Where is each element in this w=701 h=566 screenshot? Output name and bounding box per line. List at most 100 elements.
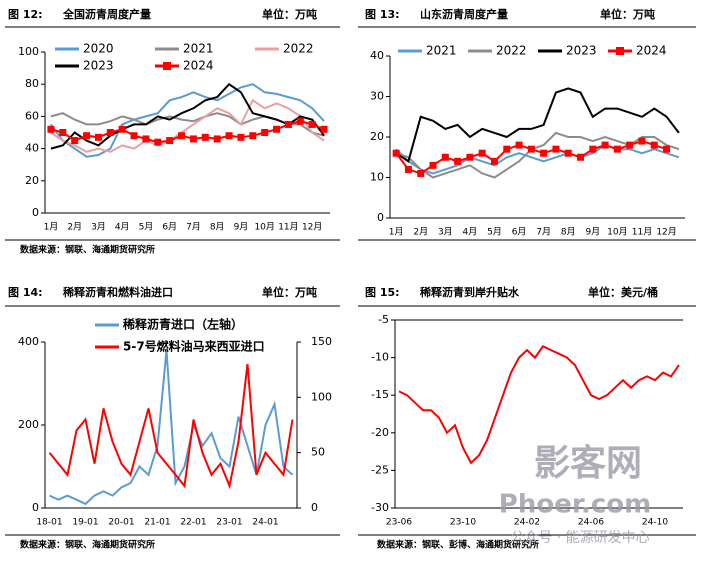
point-marker	[106, 129, 114, 136]
x-tick-label: 9月	[585, 227, 600, 238]
point-marker	[308, 120, 316, 128]
legend-label: 2024	[636, 44, 667, 58]
x-tick-label: 21-01	[144, 518, 170, 528]
legend-label: 2023	[566, 44, 597, 58]
point-marker	[392, 149, 400, 157]
chart-title: 山东沥青周度产量	[420, 7, 508, 21]
y-tick-label: 100	[18, 45, 39, 58]
unit-label: 单位：万吨	[600, 7, 655, 21]
point-marker	[515, 141, 523, 149]
point-marker	[638, 137, 646, 145]
unit-label: 单位：美元/桶	[588, 285, 658, 299]
y-tick-label: -25	[371, 463, 389, 476]
y-tick-label: -20	[371, 426, 389, 439]
x-tick-label: 8月	[210, 222, 225, 233]
x-tick-label: 11月	[278, 222, 298, 233]
y-tick-label: 60	[25, 109, 39, 122]
legend-label: 2020	[83, 42, 114, 56]
legend-label: 2021	[426, 44, 457, 58]
point-marker	[589, 145, 597, 153]
y-tick-label: 400	[18, 335, 39, 348]
x-tick-label: 23-06	[386, 518, 412, 528]
y-tick-label: -30	[371, 501, 389, 514]
y-tick-label: 40	[370, 49, 384, 62]
point-marker	[189, 135, 197, 143]
point-marker	[577, 153, 585, 161]
x-tick-label: 2月	[67, 222, 82, 233]
x-tick-label: 7月	[186, 222, 201, 233]
point-marker	[663, 145, 671, 153]
x-tick-label: 4月	[463, 227, 478, 238]
x-tick-label: 20-01	[108, 518, 134, 528]
point-marker	[154, 138, 162, 146]
point-marker	[47, 125, 55, 133]
x-tick-label: 22-01	[180, 518, 206, 528]
point-marker	[478, 149, 486, 157]
point-marker	[429, 161, 437, 169]
point-marker	[454, 157, 462, 165]
legend-marker	[163, 62, 171, 70]
point-marker	[296, 117, 304, 125]
point-marker	[273, 125, 281, 133]
y2-tick-label: 100	[311, 390, 332, 403]
legend-label: 2023	[83, 59, 114, 73]
x-tick-label: 8月	[561, 227, 576, 238]
point-marker	[94, 133, 102, 141]
x-tick-label: 4月	[115, 222, 130, 233]
y-tick-label: 80	[25, 77, 39, 90]
x-tick-label: 11月	[632, 227, 652, 238]
point-marker	[552, 145, 560, 153]
x-tick-label: 10月	[607, 227, 627, 238]
x-tick-label: 19-01	[72, 518, 98, 528]
chart-title: 全国沥青周度产量	[62, 7, 151, 21]
point-marker	[178, 132, 186, 140]
series-line	[398, 345, 680, 465]
figure-number: 图 12:	[8, 8, 43, 21]
x-tick-label: 23-10	[450, 518, 476, 528]
y-tick-label: -5	[378, 313, 389, 326]
y-tick-label: 40	[25, 142, 39, 155]
x-tick-label: 12月	[302, 222, 322, 233]
point-marker	[650, 141, 658, 149]
y-tick-label: 20	[25, 174, 39, 187]
series-line	[50, 82, 325, 150]
y-tick-label: -10	[371, 351, 389, 364]
point-marker	[417, 169, 425, 177]
point-marker	[130, 132, 138, 140]
point-marker	[527, 145, 535, 153]
point-marker	[503, 145, 511, 153]
point-marker	[540, 149, 548, 157]
point-marker	[213, 135, 221, 143]
y-tick-label: 200	[18, 418, 39, 431]
point-marker	[490, 157, 498, 165]
y2-tick-label: 50	[311, 446, 325, 459]
point-marker	[225, 132, 233, 140]
x-tick-label: 2月	[413, 227, 428, 238]
x-tick-label: 24-10	[642, 518, 668, 528]
x-tick-label: 1月	[44, 222, 59, 233]
watermark: 影客网	[534, 443, 642, 484]
chart-title: 稀释沥青和燃料油进口	[63, 285, 173, 299]
x-tick-label: 1月	[389, 227, 404, 238]
point-marker	[466, 153, 474, 161]
legend-label: 2024	[183, 59, 214, 73]
point-marker	[320, 125, 328, 133]
x-tick-label: 24-01	[252, 518, 278, 528]
figure-number: 图 14:	[8, 286, 43, 299]
y-tick-label: 10	[370, 171, 384, 184]
point-marker	[441, 153, 449, 161]
point-marker	[59, 129, 67, 136]
x-tick-label: 6月	[162, 222, 177, 233]
series-line	[50, 83, 325, 158]
series-line	[49, 350, 294, 506]
point-marker	[404, 165, 412, 173]
y2-tick-label: 0	[311, 501, 318, 514]
chart-title: 稀释沥青到岸升贴水	[420, 285, 520, 299]
point-marker	[261, 129, 269, 136]
point-marker	[118, 125, 126, 133]
figure-number: 图 13:	[365, 8, 400, 21]
legend-label: 2021	[183, 42, 214, 56]
y-tick-label: -15	[371, 388, 389, 401]
y-tick-label: 20	[370, 130, 384, 143]
